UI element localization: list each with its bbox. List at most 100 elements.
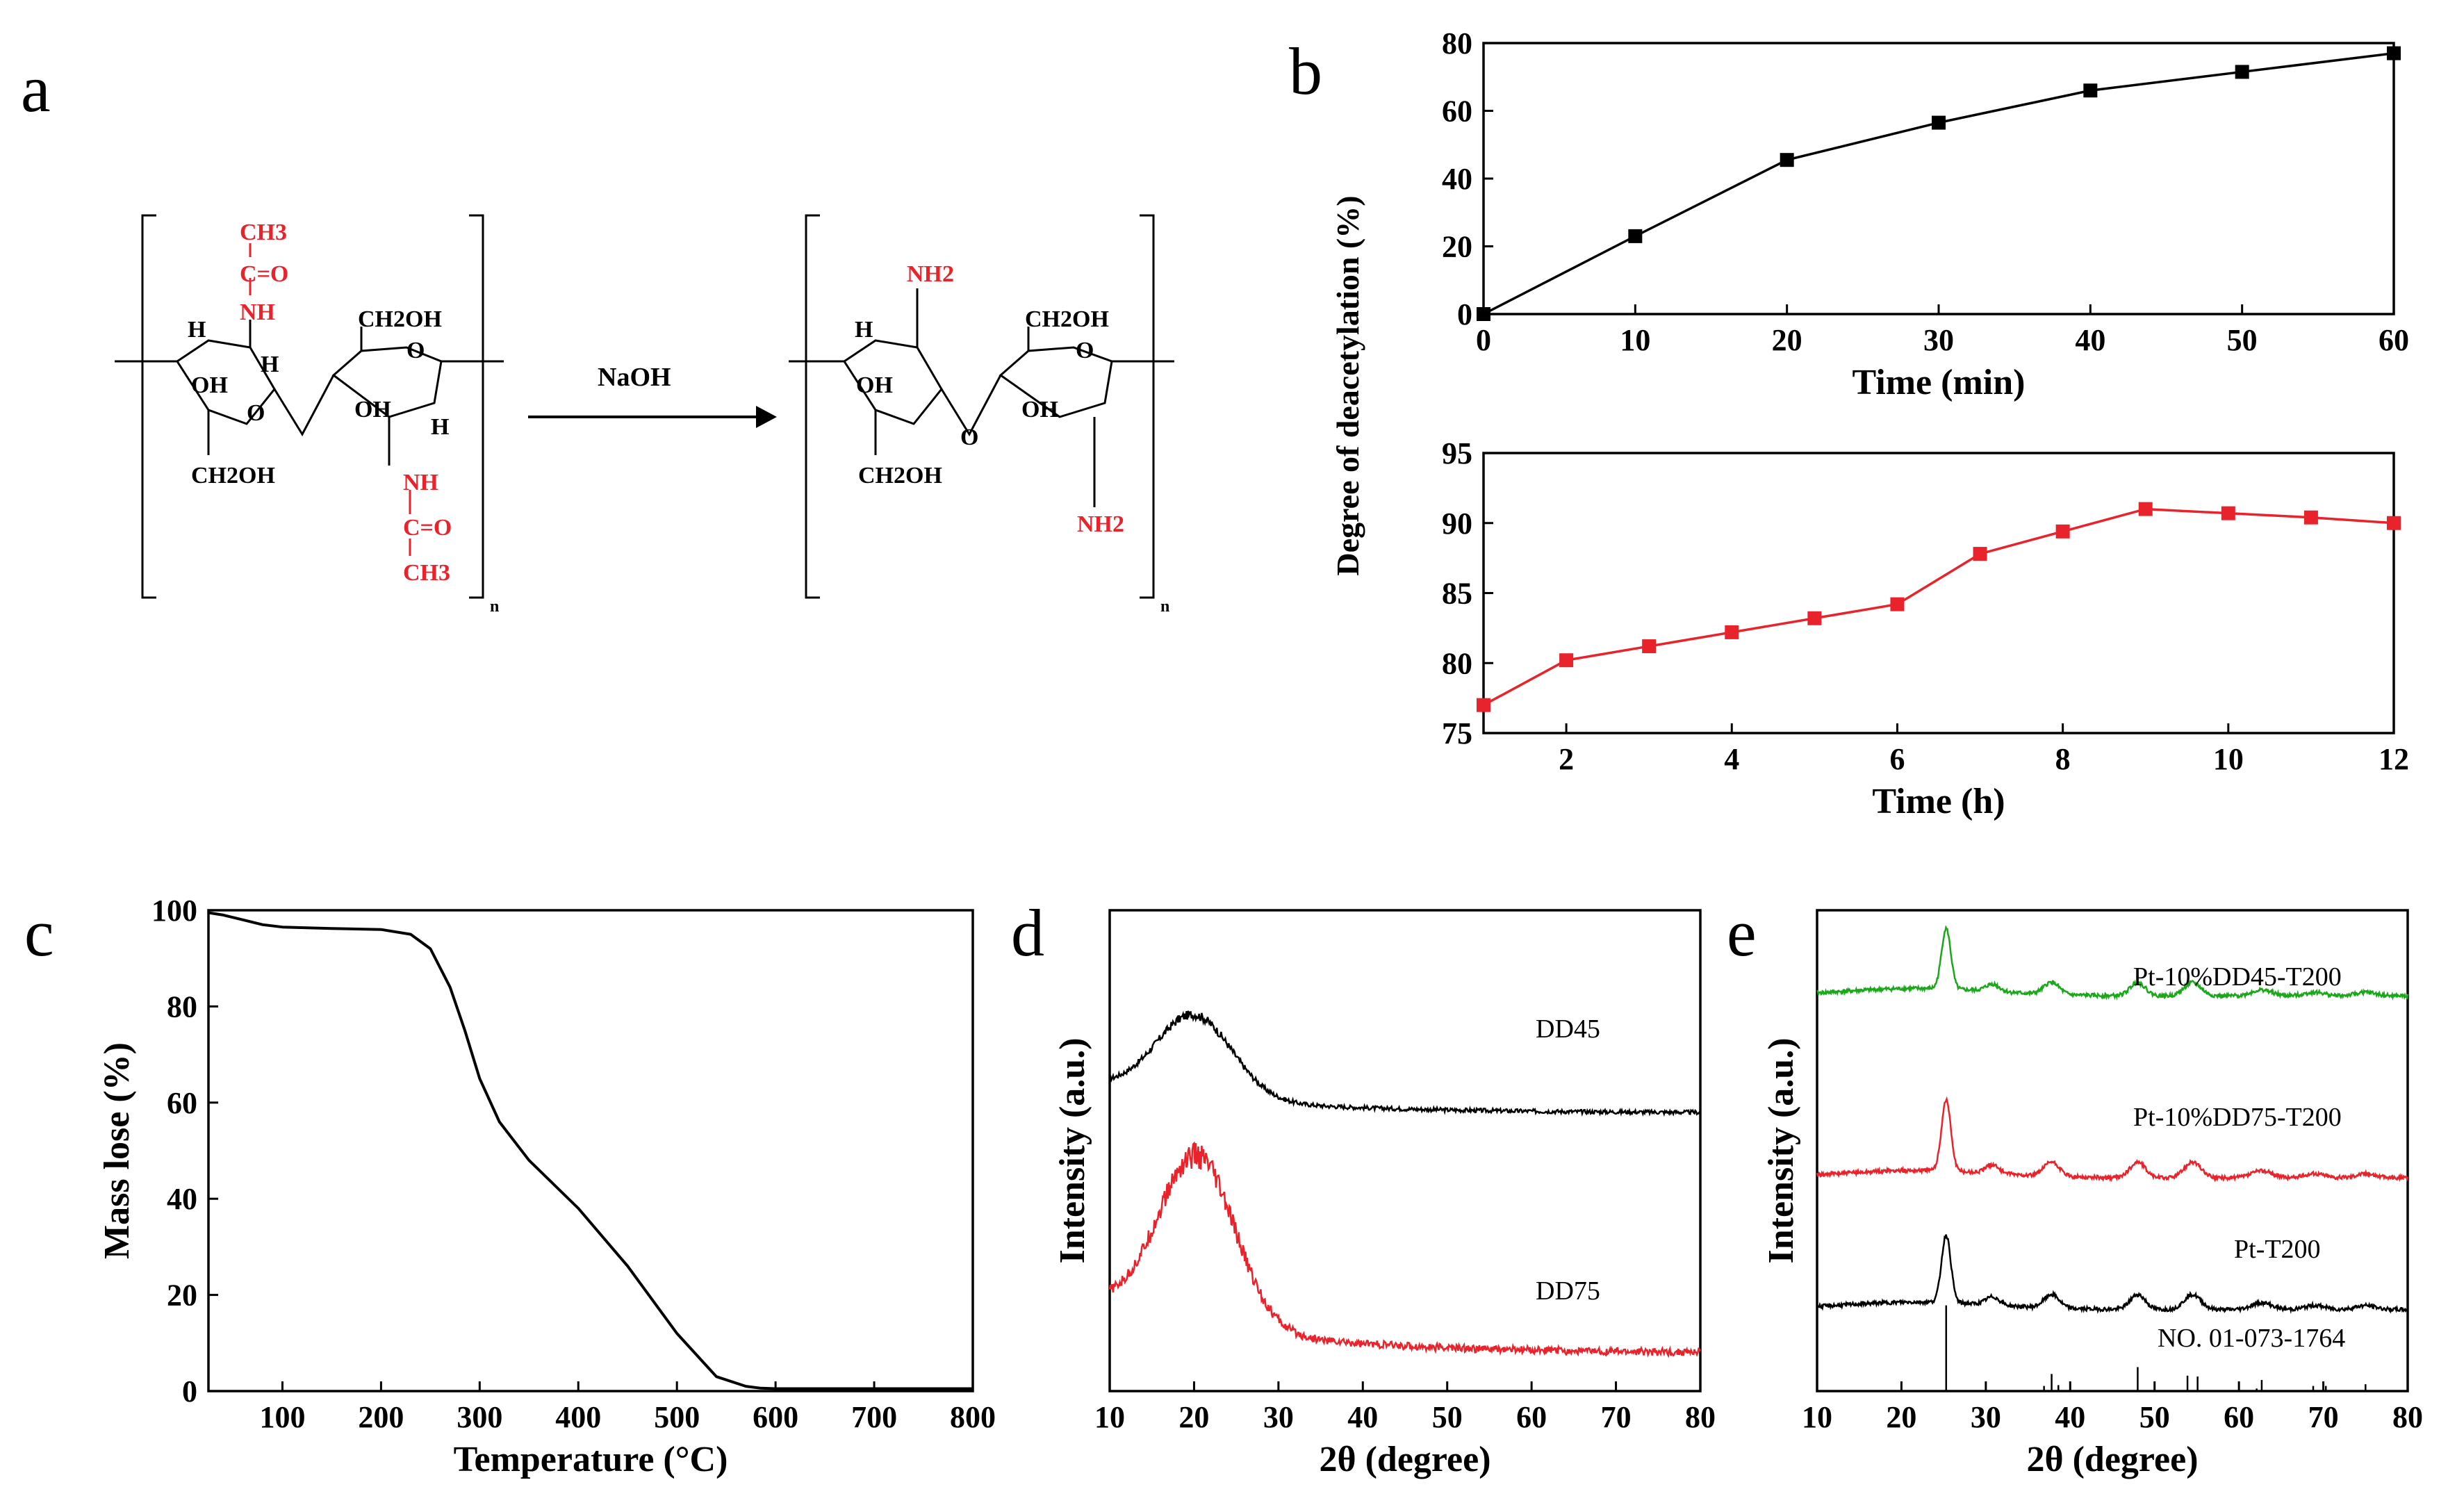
x-tick-label: 60 [2224,1400,2254,1434]
x-tick-label: 50 [2139,1400,2170,1434]
y-tick-label: 75 [1442,716,1472,750]
x-tick-label: 70 [2308,1400,2339,1434]
reactant-label: H [261,352,279,377]
reactant-label: OH [191,372,228,398]
x-tick-label: 0 [1476,323,1491,357]
x-tick-label: 100 [259,1400,305,1434]
series-label-pt-10dd75-t200: Pt-10%DD75-T200 [2133,1103,2342,1132]
data-point-min [1628,229,1643,243]
chart-d: 10 20 30 40 50 60 70 80 DD45 DD75 2θ (degree) Inten… [1053,909,1716,1479]
glycosidic-bond [940,375,1002,437]
x-tick-label: 700 [851,1400,897,1434]
reactant-label: C=O [403,515,452,541]
reaction-scheme: n CH3 C=O NH H OH H O CH2OH CH2OH O OH H… [115,214,1174,616]
plot-frame [1482,452,2395,734]
x-tick-label: 60 [1516,1400,1547,1434]
product-label: OH [1021,397,1058,422]
series-label-pt-t200: Pt-T200 [2234,1235,2321,1264]
x-tick-label: 30 [1971,1400,2001,1434]
plot-frame [207,909,974,1392]
reactant-label: CH3 [403,560,450,586]
panel-letter-e: e [1727,896,1757,970]
reagent-label: NaOH [598,363,671,392]
x-tick-label: 800 [950,1400,996,1434]
y-axis-label: Mass lose (%) [97,1042,137,1259]
x-tick-label: 600 [753,1400,798,1434]
x-tick-label: 500 [654,1400,700,1434]
x-axis-label: Time (min) [1853,363,2026,402]
plot-frame [1108,909,1702,1392]
data-point-min [1932,115,1946,130]
data-point-h [1807,611,1822,625]
x-tick-label: 80 [2392,1400,2423,1434]
y-tick-label: 85 [1442,577,1472,611]
reference-label: NO. 01-073-1764 [2158,1324,2345,1353]
x-tick-label: 30 [1923,323,1954,357]
chart-c: 100 200 300 400 500 600 700 800 0 20 40 60 80 100 Temp… [97,894,996,1479]
data-point-min [2083,83,2098,98]
product-bracket-left [805,214,820,599]
product-label: O [1076,338,1094,363]
chart-b-bottom: 2 4 6 8 10 12 75 80 85 90 95 Time (h) [1442,436,2409,821]
reactant-label: O [247,400,265,426]
reactant-label: NH [240,299,275,325]
panel-letter-a: a [21,51,51,126]
y-tick-label: 60 [1442,94,1472,129]
data-point-h [1973,547,1987,561]
product-label: NH2 [1077,511,1124,537]
data-point-min [2387,46,2401,60]
x-axis-label: Temperature (°C) [454,1440,728,1479]
panel-letter-d: d [1011,896,1044,970]
series-line-pt-10-dd45-t200 [1816,925,2409,1001]
b-y-axis-label: Degree of deacetylation (%) [1330,195,1365,575]
y-tick-label: 20 [1442,230,1472,264]
y-axis-label: Intensity (a.u.) [1053,1037,1092,1263]
reactant-subscript-n: n [490,598,499,616]
data-point-h [1477,698,1490,712]
panel-letter-c: c [24,896,54,970]
x-tick-label: 6 [1889,742,1905,776]
reaction-arrowhead [756,406,777,428]
data-point-h [2221,506,2235,520]
x-tick-label: 40 [2075,323,2105,357]
data-point-min [1477,307,1490,321]
x-tick-label: 20 [1886,1400,1916,1434]
x-tick-label: 80 [1685,1400,1716,1434]
product-label: NH2 [907,261,954,287]
y-tick-label: 80 [167,989,197,1024]
reactant-bracket-right [469,214,484,599]
y-tick-label: 80 [1442,646,1472,680]
reactant-label: H [431,414,449,440]
series-label-dd75: DD75 [1536,1276,1600,1306]
x-tick-label: 200 [358,1400,404,1434]
x-tick-label: 20 [1772,323,1802,357]
x-tick-label: 12 [2379,742,2409,776]
reactant-label: O [406,338,425,363]
x-tick-label: 2 [1559,742,1574,776]
data-point-min [2235,65,2249,79]
reactant-label: OH [354,397,391,422]
series-line-dd75 [1108,1141,1702,1358]
x-axis-label: 2θ (degree) [1319,1440,1490,1479]
x-tick-label: 50 [1432,1400,1463,1434]
x-tick-label: 40 [2055,1400,2085,1434]
data-point-h [2138,502,2153,516]
product-label: H [855,317,873,343]
y-axis-label: Intensity (a.u.) [1761,1037,1801,1263]
y-tick-label: 100 [151,894,197,928]
y-tick-label: 0 [1457,297,1472,331]
x-tick-label: 20 [1178,1400,1209,1434]
data-point-h [2387,516,2401,530]
data-point-h [1725,625,1739,639]
product-label: CH2OH [858,463,942,488]
x-axis-label: Time (h) [1872,782,2005,821]
product-label: CH2OH [1025,306,1109,332]
product-subscript-n: n [1160,598,1169,616]
reactant-label: NH [403,470,438,495]
series-label-dd45: DD45 [1536,1014,1600,1044]
y-tick-label: 90 [1442,507,1472,541]
x-tick-label: 10 [1802,1400,1832,1434]
glycosidic-bond [273,375,335,437]
x-tick-label: 30 [1263,1400,1294,1434]
